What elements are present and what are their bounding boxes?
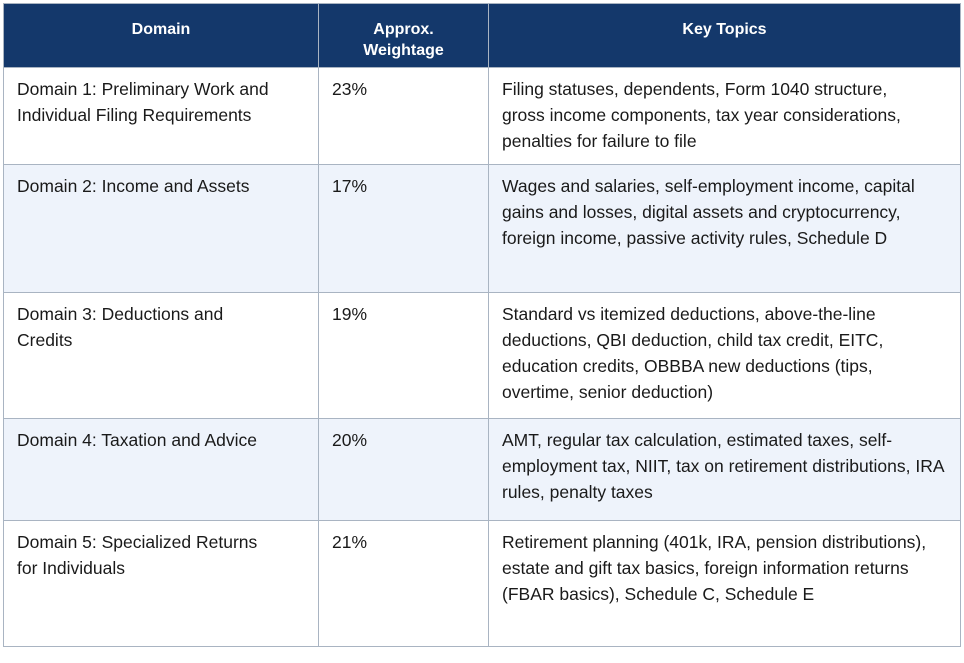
header-weightage-label: Approx. Weightage <box>363 21 444 59</box>
cell-domain: Domain 2: Income and Assets <box>3 164 319 293</box>
cell-weightage: 17% <box>318 164 489 293</box>
cell-topics: Wages and salaries, self-employment inco… <box>488 164 961 293</box>
table-header: Domain Approx. Weightage Key Topics <box>3 3 961 68</box>
cell-domain: Domain 4: Taxation and Advice <box>3 418 319 521</box>
cell-topics: Standard vs itemized deductions, above-t… <box>488 292 961 419</box>
cell-weightage: 20% <box>318 418 489 521</box>
cell-domain: Domain 5: Specialized Returns for Indivi… <box>3 520 319 647</box>
domain-weightage-table: Domain Approx. Weightage Key Topics Doma… <box>3 3 961 647</box>
cell-weightage: 19% <box>318 292 489 419</box>
cell-weightage: 23% <box>318 67 489 165</box>
table-row: Domain 4: Taxation and Advice 20% AMT, r… <box>3 418 961 521</box>
cell-domain: Domain 1: Preliminary Work and Individua… <box>3 67 319 165</box>
table-row: Domain 2: Income and Assets 17% Wages an… <box>3 164 961 293</box>
header-weightage: Approx. Weightage <box>318 3 489 68</box>
cell-topics: Retirement planning (401k, IRA, pension … <box>488 520 961 647</box>
cell-topics: AMT, regular tax calculation, estimated … <box>488 418 961 521</box>
cell-weightage: 21% <box>318 520 489 647</box>
cell-domain: Domain 3: Deductions and Credits <box>3 292 319 419</box>
table-row: Domain 1: Preliminary Work and Individua… <box>3 67 961 165</box>
table-row: Domain 3: Deductions and Credits 19% Sta… <box>3 292 961 419</box>
header-key-topics: Key Topics <box>488 3 961 68</box>
cell-topics: Filing statuses, dependents, Form 1040 s… <box>488 67 961 165</box>
table-row: Domain 5: Specialized Returns for Indivi… <box>3 520 961 647</box>
table-body: Domain 1: Preliminary Work and Individua… <box>3 67 961 647</box>
header-row: Domain Approx. Weightage Key Topics <box>3 3 961 68</box>
header-domain: Domain <box>3 3 319 68</box>
